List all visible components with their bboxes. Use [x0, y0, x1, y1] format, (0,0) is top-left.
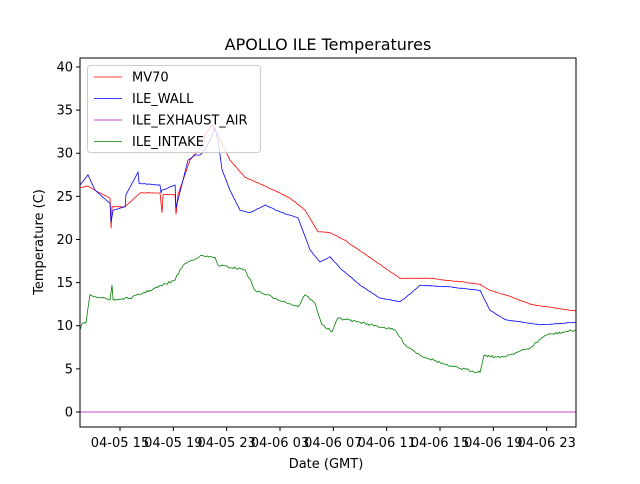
y-tick-label: 40: [56, 60, 73, 75]
x-tick-label: 04-06 23: [517, 436, 575, 451]
series-line-ile-wall: [79, 126, 577, 326]
legend-box: [87, 65, 261, 153]
y-tick-label: 20: [56, 233, 73, 248]
y-tick-label: 0: [65, 405, 73, 420]
chart-title: APOLLO ILE Temperatures: [225, 35, 432, 54]
y-tick-label: 35: [56, 104, 73, 119]
legend: MV70 ILE_WALL ILE_EXHAUST_AIR ILE_INTAKE: [87, 65, 261, 153]
x-tick-label: 04-06 11: [357, 436, 415, 451]
plot-area: [79, 124, 577, 413]
x-tick-label: 04-06 03: [251, 436, 309, 451]
y-tick-label: 25: [56, 190, 73, 205]
x-tick-label: 04-05 23: [197, 436, 255, 451]
x-tick-label: 04-06 07: [304, 436, 362, 451]
axes-frame: [79, 57, 577, 428]
y-axis-label: Temperature (C): [32, 189, 47, 296]
legend-label: MV70: [132, 71, 169, 86]
legend-label: ILE_EXHAUST_AIR: [132, 114, 248, 129]
y-tick-label: 15: [56, 276, 73, 291]
legend-label: ILE_INTAKE: [132, 135, 204, 150]
x-axis-label: Date (GMT): [289, 457, 364, 472]
x-tick-label: 04-05 19: [144, 436, 202, 451]
x-tick-label: 04-06 19: [464, 436, 522, 451]
y-tick-label: 10: [56, 319, 73, 334]
series-line-ile-intake: [79, 254, 577, 373]
y-tick-label: 30: [56, 147, 73, 162]
x-tick-label: 04-06 15: [411, 436, 469, 451]
legend-label: ILE_WALL: [132, 92, 194, 107]
y-axis: 0 5 10 15 20 25 30 35 40: [56, 60, 80, 420]
y-tick-label: 5: [65, 362, 73, 377]
x-tick-label: 04-05 15: [91, 436, 149, 451]
series-line-mv70: [79, 124, 577, 312]
